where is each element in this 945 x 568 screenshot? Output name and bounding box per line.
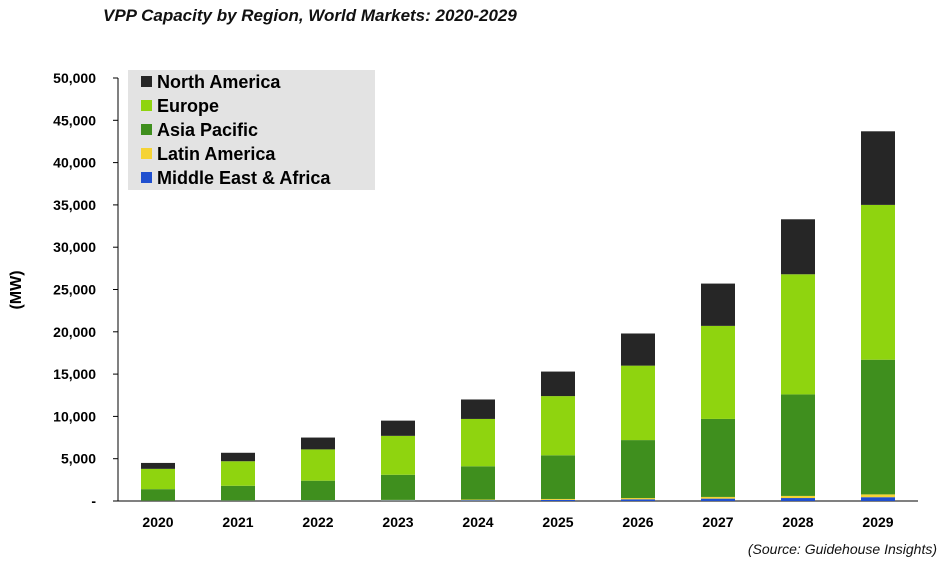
y-tick-label: 40,000 <box>53 155 96 171</box>
bar-segment-middle-east-africa-2029 <box>861 497 895 501</box>
y-tick-label: - <box>91 493 96 509</box>
bar-segment-north-america-2027 <box>701 283 735 326</box>
x-tick-label: 2024 <box>462 514 493 530</box>
x-tick-label: 2029 <box>862 514 893 530</box>
bars <box>141 131 895 501</box>
bar-segment-latin-america-2023 <box>381 499 415 501</box>
bar-segment-europe-2022 <box>301 449 335 481</box>
bar-segment-middle-east-africa-2027 <box>701 498 735 501</box>
y-tick-label: 45,000 <box>53 112 96 128</box>
bar-segment-europe-2021 <box>221 461 255 486</box>
x-tick-label: 2023 <box>382 514 413 530</box>
y-tick-label: 5,000 <box>61 451 96 467</box>
legend-box <box>128 70 375 190</box>
bar-segment-north-america-2026 <box>621 333 655 366</box>
bar-segment-europe-2024 <box>461 418 495 467</box>
bar-segment-europe-2027 <box>701 325 735 419</box>
y-tick-label: 30,000 <box>53 239 96 255</box>
bar-segment-europe-2029 <box>861 204 895 360</box>
bar-segment-latin-america-2026 <box>621 498 655 500</box>
bar-segment-asia-pacific-2022 <box>301 480 335 501</box>
bar-segment-latin-america-2027 <box>701 496 735 499</box>
bar-segment-asia-pacific-2020 <box>141 489 175 501</box>
bar-segment-north-america-2029 <box>861 131 895 205</box>
bar-segment-middle-east-africa-2025 <box>541 499 575 501</box>
bar-segment-north-america-2022 <box>301 437 335 450</box>
bar-segment-middle-east-africa-2023 <box>381 500 415 501</box>
x-tick-label: 2027 <box>702 514 733 530</box>
legend-swatch <box>141 100 152 111</box>
bar-segment-north-america-2021 <box>221 452 255 462</box>
bar-segment-asia-pacific-2021 <box>221 485 255 501</box>
bar-segment-middle-east-africa-2028 <box>781 498 815 501</box>
x-tick-label: 2025 <box>542 514 573 530</box>
legend-swatch <box>141 148 152 159</box>
y-tick-label: 10,000 <box>53 408 96 424</box>
bar-segment-latin-america-2024 <box>461 499 495 501</box>
legend-label: Middle East & Africa <box>157 168 331 188</box>
x-tick-label: 2022 <box>302 514 333 530</box>
y-tick-label: 35,000 <box>53 197 96 213</box>
y-ticks: - 5,000 10,000 15,000 20,000 25,000 30,000 35,0… <box>53 70 118 509</box>
bar-segment-latin-america-2029 <box>861 494 895 498</box>
bar-segment-asia-pacific-2026 <box>621 440 655 499</box>
bar-segment-europe-2025 <box>541 396 575 456</box>
bar-segment-north-america-2020 <box>141 462 175 469</box>
bar-segment-asia-pacific-2024 <box>461 466 495 500</box>
bar-segment-latin-america-2025 <box>541 498 575 500</box>
bar-segment-middle-east-africa-2024 <box>461 500 495 501</box>
bar-segment-latin-america-2028 <box>781 495 815 499</box>
bar-segment-north-america-2024 <box>461 399 495 419</box>
bar-segment-north-america-2025 <box>541 371 575 397</box>
x-tick-label: 2028 <box>782 514 813 530</box>
x-tick-label: 2020 <box>142 514 173 530</box>
legend-label: Europe <box>157 96 219 116</box>
legend-label: Asia Pacific <box>157 120 258 140</box>
x-tick-label: 2021 <box>222 514 253 530</box>
legend-swatch <box>141 124 152 135</box>
bar-segment-europe-2028 <box>781 274 815 395</box>
bar-segment-middle-east-africa-2026 <box>621 499 655 501</box>
legend-label: North America <box>157 72 281 92</box>
y-tick-label: 15,000 <box>53 366 96 382</box>
legend-label: Latin America <box>157 144 276 164</box>
bar-segment-europe-2026 <box>621 365 655 441</box>
bar-segment-asia-pacific-2029 <box>861 359 895 495</box>
legend-swatch <box>141 172 152 183</box>
bar-segment-europe-2023 <box>381 435 415 475</box>
x-tick-label: 2026 <box>622 514 653 530</box>
bar-segment-asia-pacific-2025 <box>541 455 575 499</box>
bar-segment-north-america-2023 <box>381 420 415 436</box>
y-tick-label: 25,000 <box>53 282 96 298</box>
bar-segment-asia-pacific-2028 <box>781 394 815 496</box>
x-ticks: 2020 2021 2022 2023 2024 2025 2026 2027 2028 2029 <box>142 514 893 530</box>
bar-segment-asia-pacific-2023 <box>381 474 415 500</box>
chart-title: VPP Capacity by Region, World Markets: 2… <box>103 6 517 25</box>
y-tick-label: 20,000 <box>53 324 96 340</box>
bar-segment-north-america-2028 <box>781 219 815 275</box>
bar-segment-europe-2020 <box>141 468 175 490</box>
y-axis-label: (MW) <box>8 270 25 309</box>
source-note: (Source: Guidehouse Insights) <box>747 541 937 557</box>
bar-segment-asia-pacific-2027 <box>701 418 735 497</box>
legend: North America Europe Asia Pacific Latin Ame… <box>141 72 331 188</box>
legend-swatch <box>141 76 152 87</box>
y-tick-label: 50,000 <box>53 70 96 86</box>
